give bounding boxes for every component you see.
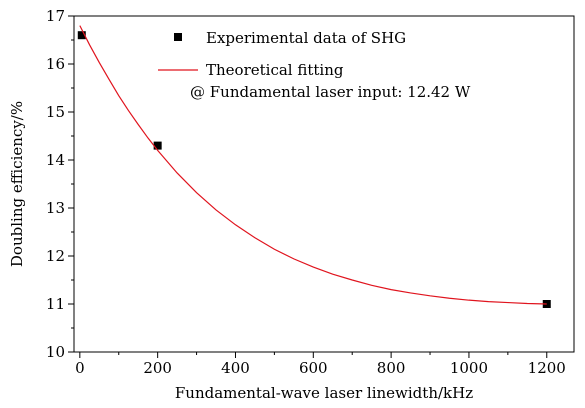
- data-point-2: [542, 300, 551, 308]
- axis-tick-labels: 0 200 400 600 800 1000 1200 10 11 12 13 14 15 16 17: [46, 7, 566, 377]
- legend-label-experimental: Experimental data of SHG: [206, 29, 406, 47]
- legend-marker-experimental: [174, 33, 182, 41]
- legend-label-fitting: Theoretical fitting: [206, 61, 344, 79]
- y-tick-label-14: 14: [46, 151, 65, 169]
- annotation-input-power: @ Fundamental laser input: 12.42 W: [190, 83, 471, 101]
- data-point-1: [153, 141, 162, 150]
- x-tick-label-600: 600: [299, 359, 328, 377]
- y-tick-label-16: 16: [46, 55, 65, 73]
- axis-ticks: [68, 15, 548, 358]
- y-tick-label-12: 12: [46, 247, 65, 265]
- x-tick-label-200: 200: [143, 359, 172, 377]
- y-tick-label-10: 10: [46, 343, 65, 361]
- data-point-0: [77, 31, 86, 40]
- y-tick-label-11: 11: [46, 295, 65, 313]
- x-tick-label-1200: 1200: [528, 359, 566, 377]
- legend: Experimental data of SHG Theoretical fit…: [158, 29, 471, 101]
- series-line-fitting: [79, 25, 547, 305]
- y-tick-label-13: 13: [46, 199, 65, 217]
- x-tick-label-0: 0: [75, 359, 85, 377]
- x-tick-label-800: 800: [377, 359, 406, 377]
- y-axis-label: Doubling efficiency/%: [8, 101, 26, 267]
- y-tick-label-15: 15: [46, 103, 65, 121]
- x-tick-label-400: 400: [221, 359, 250, 377]
- y-tick-label-17: 17: [46, 7, 65, 25]
- series-layer: [77, 25, 551, 308]
- x-tick-label-1000: 1000: [450, 359, 488, 377]
- x-axis-label: Fundamental-wave laser linewidth/kHz: [175, 384, 473, 402]
